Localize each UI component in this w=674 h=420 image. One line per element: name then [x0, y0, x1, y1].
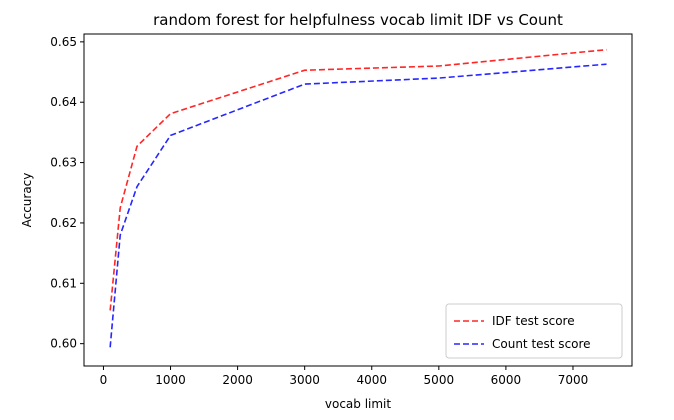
x-tick-label: 2000: [222, 373, 253, 387]
x-tick-label: 0: [100, 373, 108, 387]
y-tick-label: 0.60: [50, 337, 77, 351]
y-axis-label: Accuracy: [20, 173, 34, 228]
y-tick-label: 0.64: [50, 95, 77, 109]
legend-box: [445, 303, 623, 359]
plot-area-frame: [83, 33, 633, 367]
y-tick-label: 0.62: [50, 216, 77, 230]
x-tick-label: 3000: [289, 373, 320, 387]
x-tick-label: 1000: [155, 373, 186, 387]
y-tick-label: 0.65: [50, 35, 77, 49]
x-axis-ticks: 0 1000 2000 3000 4000 5000 6000 7000: [100, 366, 589, 387]
series-line-count: [109, 63, 607, 348]
legend-label: Count test score: [492, 337, 591, 351]
x-tick-label: 5000: [424, 373, 455, 387]
legend-label: IDF test score: [492, 314, 575, 328]
y-tick-label: 0.63: [50, 156, 77, 170]
chart-title: random forest for helpfulness vocab limi…: [153, 11, 563, 29]
x-tick-label: 4000: [356, 373, 387, 387]
y-tick-label: 0.61: [50, 276, 77, 290]
x-tick-label: 6000: [491, 373, 522, 387]
series-layer: [109, 48, 607, 348]
series-line-idf: [109, 48, 607, 311]
legend: IDF test score Count test score: [445, 303, 623, 359]
x-tick-label: 7000: [558, 373, 589, 387]
x-axis-label: vocab limit: [325, 397, 392, 411]
legend-items: IDF test score Count test score: [454, 314, 591, 351]
y-axis-ticks: 0.60 0.61 0.62 0.63 0.64 0.65: [50, 35, 84, 351]
